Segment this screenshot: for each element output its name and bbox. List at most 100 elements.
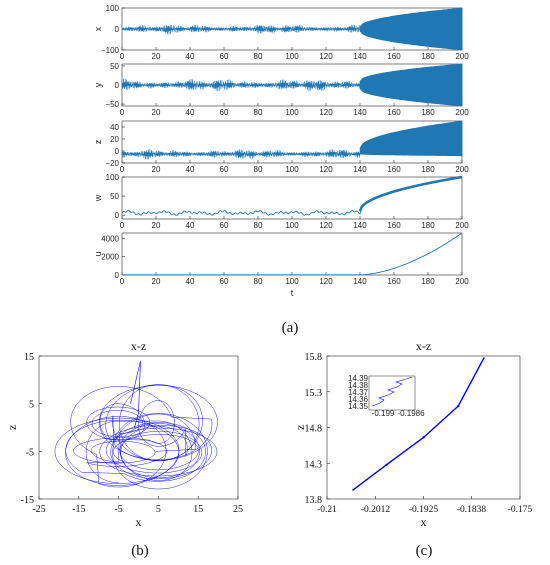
- series-line-z: [121, 149, 361, 160]
- series-envelope-y: [359, 63, 463, 107]
- x-tick-label-b: 25: [233, 504, 243, 515]
- x-tick-label-b: 15: [193, 504, 203, 515]
- x-tick-label-u: 80: [254, 277, 263, 286]
- x-tick-label-y: 100: [285, 108, 299, 117]
- x-tick-label-w: 0: [120, 221, 125, 230]
- axes-box-w: [121, 176, 463, 220]
- subplot-w: 100 50 00 20 40 60 80 100 120 140 160 180 200 w: [93, 173, 469, 230]
- chart-title-c: x-z: [416, 339, 431, 353]
- y-axis-label-z: z: [93, 139, 103, 144]
- inset-x-tick-label: -0.199: [372, 409, 395, 418]
- y-tick-label-u: 4000: [101, 234, 119, 243]
- y-tick-label-y: −50: [105, 100, 119, 109]
- x-tick-label-x: 20: [152, 52, 161, 61]
- x-tick-label-y: 160: [387, 108, 401, 117]
- x-tick-label-y: 60: [220, 108, 229, 117]
- data-point-c: [422, 436, 425, 439]
- x-tick-label-b: -5: [114, 504, 122, 515]
- x-tick-label-z: 100: [285, 165, 299, 174]
- x-tick-label-y: 20: [152, 108, 161, 117]
- y-axis-label-b: z: [5, 425, 19, 430]
- x-tick-label-w: 60: [220, 221, 229, 230]
- x-tick-label-z: 140: [353, 165, 367, 174]
- y-tick-label-z: 40: [110, 123, 119, 132]
- y-axis-label-w: w: [93, 194, 103, 202]
- y-tick-label-b: -5: [26, 447, 34, 458]
- x-tick-label-y: 0: [120, 108, 125, 117]
- series-envelope-z: [359, 120, 463, 157]
- x-tick-label-x: 120: [319, 52, 333, 61]
- x-tick-label-u: 20: [152, 277, 161, 286]
- x-tick-label-u: 60: [220, 277, 229, 286]
- x-tick-label-w: 180: [421, 221, 435, 230]
- series-line-w: [121, 176, 463, 216]
- y-axis-label-x: x: [93, 26, 103, 31]
- series-growth-w: [358, 175, 463, 212]
- series-line-y: [121, 78, 361, 92]
- y-tick-label-y: 50: [110, 62, 119, 71]
- x-tick-label-u: 200: [455, 277, 469, 286]
- x-tick-label-u: 0: [120, 277, 125, 286]
- y-tick-label-z: −20: [105, 159, 119, 168]
- caption-c: (c): [416, 543, 433, 559]
- x-tick-label-x: 0: [120, 52, 125, 61]
- x-tick-label-c: -0.21: [317, 505, 337, 515]
- x-tick-label-z: 120: [319, 165, 333, 174]
- y-tick-label-u: 0: [115, 271, 120, 280]
- x-tick-label-z: 180: [421, 165, 435, 174]
- series-envelope-x: [359, 7, 463, 51]
- x-tick-label-u: 140: [353, 277, 367, 286]
- axes-box-b: [38, 355, 239, 500]
- y-tick-label-w: 100: [106, 173, 120, 182]
- x-tick-label-b: -25: [32, 504, 45, 515]
- chart-title-b: x-z: [131, 339, 146, 353]
- y-tick-label-b: -15: [21, 495, 34, 506]
- x-tick-label-y: 200: [455, 108, 469, 117]
- x-tick-label-x: 80: [254, 52, 263, 61]
- x-tick-label-z: 60: [220, 165, 229, 174]
- x-tick-label-x: 200: [455, 52, 469, 61]
- x-tick-label-c: -0.1838: [457, 505, 487, 515]
- x-tick-label-w: 80: [254, 221, 263, 230]
- x-tick-label-u: 40: [186, 277, 195, 286]
- x-tick-label-y: 120: [319, 108, 333, 117]
- x-tick-label-b: -15: [72, 504, 85, 515]
- x-tick-label-z: 0: [120, 165, 125, 174]
- axes-box-u: [121, 232, 463, 276]
- x-tick-label-y: 140: [353, 108, 367, 117]
- x-tick-label-w: 200: [455, 221, 469, 230]
- y-tick-label-x: −100: [101, 46, 120, 55]
- x-tick-label-x: 140: [353, 52, 367, 61]
- inset-y-tick-label: 14.39: [348, 374, 369, 383]
- y-tick-label-b: 5: [29, 400, 34, 411]
- y-tick-label-w: 50: [110, 192, 119, 201]
- x-tick-label-w: 20: [152, 221, 161, 230]
- y-tick-label-y: 0: [115, 81, 120, 90]
- y-tick-label-z: 20: [110, 135, 119, 144]
- x-tick-label-c: -0.1925: [409, 505, 439, 515]
- y-axis-label-u: u: [93, 251, 103, 256]
- x-tick-label-z: 40: [186, 165, 195, 174]
- y-tick-label-c: 14.3: [305, 459, 323, 470]
- caption-b: (b): [131, 543, 149, 559]
- x-axis-label-t: t: [291, 288, 294, 298]
- data-point-c: [385, 463, 388, 466]
- x-tick-label-c: -0.175: [508, 505, 533, 515]
- panel-c-zoomed-portrait: x-z -0.21 -0.2012 -0.1925 -0.1838 -0.175 15.8 1…: [293, 339, 533, 529]
- x-tick-label-z: 200: [455, 165, 469, 174]
- trajectory-b: [54, 360, 218, 490]
- x-tick-label-x: 180: [421, 52, 435, 61]
- y-tick-label-b: 15: [24, 352, 34, 363]
- x-tick-label-x: 100: [285, 52, 299, 61]
- x-tick-label-z: 160: [387, 165, 401, 174]
- caption-a: (a): [282, 320, 299, 336]
- x-tick-label-z: 20: [152, 165, 161, 174]
- series-line-u: [122, 232, 463, 276]
- inset-y-tick-label: 14.38: [348, 381, 369, 390]
- y-axis-label-c: z: [293, 425, 307, 430]
